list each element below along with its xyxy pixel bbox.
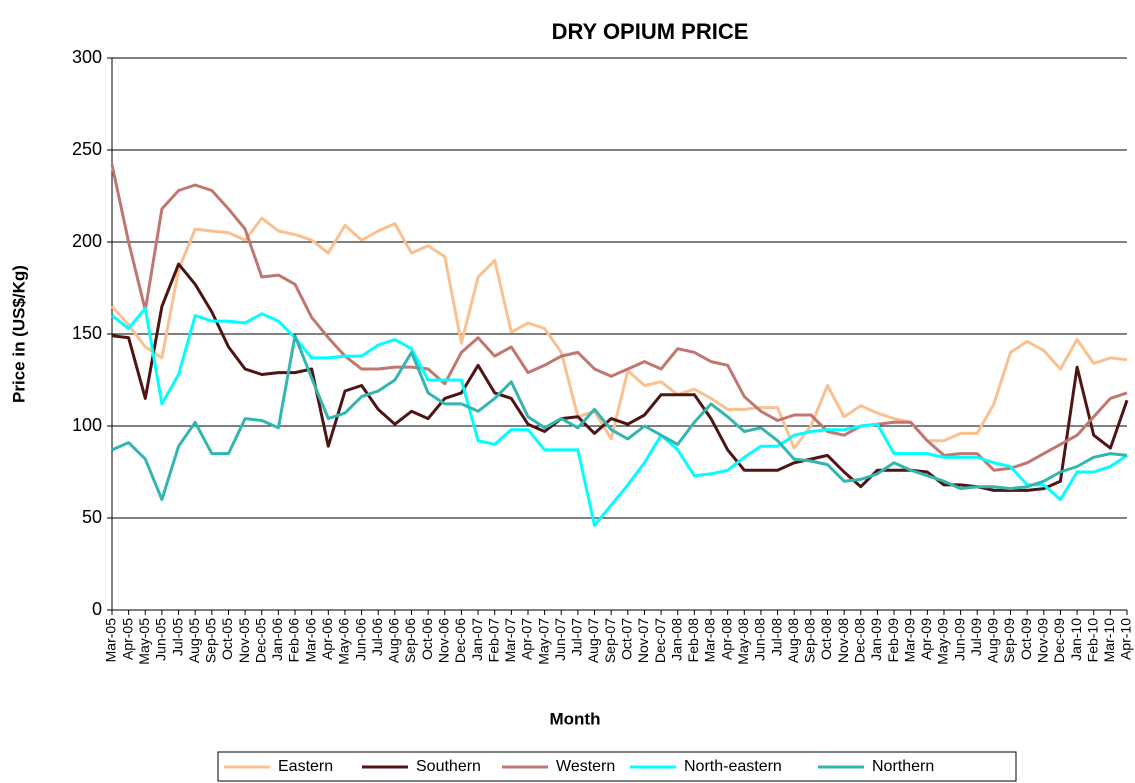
series-line <box>111 334 1128 502</box>
x-tick-label: Sep-09 <box>1001 618 1017 663</box>
x-tick-label: Mar-05 <box>103 618 119 663</box>
x-tick-label: Feb-09 <box>885 618 901 663</box>
series-line <box>110 164 1128 472</box>
x-tick-label: May-06 <box>336 618 352 665</box>
x-tick-label: Oct-06 <box>419 618 435 660</box>
y-tick-label: 200 <box>72 231 102 251</box>
x-tick-label: Jun-09 <box>951 618 967 661</box>
x-tick-label: Apr-06 <box>319 618 335 660</box>
series-line <box>111 306 1128 527</box>
x-tick-label: Feb-08 <box>685 618 701 663</box>
y-tick-label: 150 <box>72 323 102 343</box>
x-tick-label: Feb-06 <box>286 618 302 663</box>
x-tick-label: Jul-09 <box>968 618 984 656</box>
x-tick-label: Jun-06 <box>352 618 368 661</box>
x-axis-label: Month <box>550 709 601 728</box>
x-tick-label: Nov-07 <box>635 618 651 663</box>
x-tick-label: Dec-09 <box>1051 618 1067 663</box>
x-tick-label: Dec-07 <box>652 618 668 663</box>
x-tick-label: Mar-06 <box>302 618 318 663</box>
x-tick-label: Jan-09 <box>868 618 884 661</box>
legend-label: North-eastern <box>684 758 782 775</box>
chart-title: DRY OPIUM PRICE <box>552 19 749 44</box>
x-tick-label: Mar-08 <box>702 618 718 663</box>
y-tick-label: 100 <box>72 415 102 435</box>
x-tick-label: Jun-08 <box>752 618 768 661</box>
x-tick-label: May-09 <box>935 618 951 665</box>
x-tick-label: Sep-08 <box>802 618 818 663</box>
legend-box <box>217 751 1017 782</box>
x-tick-label: Sep-06 <box>402 618 418 663</box>
legend-label: Northern <box>872 758 934 775</box>
x-tick-label: Nov-09 <box>1035 618 1051 663</box>
x-tick-label: Oct-09 <box>1018 618 1034 660</box>
y-tick-label: 0 <box>92 599 102 619</box>
y-tick-label: 300 <box>72 47 102 67</box>
x-tick-label: May-05 <box>136 618 152 665</box>
legend-label: Western <box>556 758 615 775</box>
x-tick-label: Apr-09 <box>918 618 934 660</box>
x-tick-label: Jan-08 <box>668 618 684 661</box>
x-tick-label: Mar-09 <box>901 618 917 663</box>
y-axis-label: Price in (US$/Kg) <box>9 265 28 403</box>
x-tick-label: Nov-06 <box>435 618 451 663</box>
x-tick-label: Aug-06 <box>386 618 402 663</box>
x-tick-label: Apr-07 <box>519 618 535 660</box>
x-tick-label: Dec-08 <box>851 618 867 663</box>
x-tick-label: Jan-10 <box>1068 618 1084 661</box>
x-tick-label: Oct-08 <box>818 618 834 660</box>
x-tick-label: Jul-07 <box>569 618 585 656</box>
x-tick-label: Jan-07 <box>469 618 485 661</box>
x-tick-label: Apr-10 <box>1118 618 1134 660</box>
x-tick-label: Feb-10 <box>1084 618 1100 663</box>
x-tick-label: Jul-08 <box>768 618 784 656</box>
x-tick-label: Nov-05 <box>236 618 252 663</box>
x-tick-label: Dec-06 <box>452 618 468 663</box>
x-tick-label: Oct-05 <box>219 618 235 660</box>
x-tick-label: Aug-09 <box>985 618 1001 663</box>
legend-label: Southern <box>416 758 481 775</box>
x-tick-label: Mar-07 <box>502 618 518 663</box>
x-tick-label: Aug-07 <box>585 618 601 663</box>
x-tick-label: Mar-10 <box>1101 618 1117 663</box>
x-tick-label: Oct-07 <box>619 618 635 660</box>
series-line <box>110 216 1128 450</box>
x-tick-label: May-07 <box>535 618 551 665</box>
y-tick-label: 250 <box>72 139 102 159</box>
legend-label: Eastern <box>278 758 333 775</box>
x-tick-label: Sep-05 <box>203 618 219 663</box>
x-tick-label: Sep-07 <box>602 618 618 663</box>
x-tick-label: Jan-06 <box>269 618 285 661</box>
x-tick-label: Aug-05 <box>186 618 202 663</box>
x-tick-label: Apr-08 <box>718 618 734 660</box>
x-tick-label: Jul-06 <box>369 618 385 656</box>
x-tick-label: Aug-08 <box>785 618 801 663</box>
y-tick-label: 50 <box>82 507 102 527</box>
x-tick-label: Nov-08 <box>835 618 851 663</box>
series-line <box>111 262 1129 492</box>
x-tick-label: Apr-05 <box>119 618 135 660</box>
x-tick-label: Jun-05 <box>153 618 169 661</box>
x-tick-label: Dec-05 <box>252 618 268 663</box>
x-tick-label: Jul-05 <box>169 618 185 656</box>
x-tick-label: May-08 <box>735 618 751 665</box>
x-tick-label: Jun-07 <box>552 618 568 661</box>
x-tick-label: Feb-07 <box>485 618 501 663</box>
